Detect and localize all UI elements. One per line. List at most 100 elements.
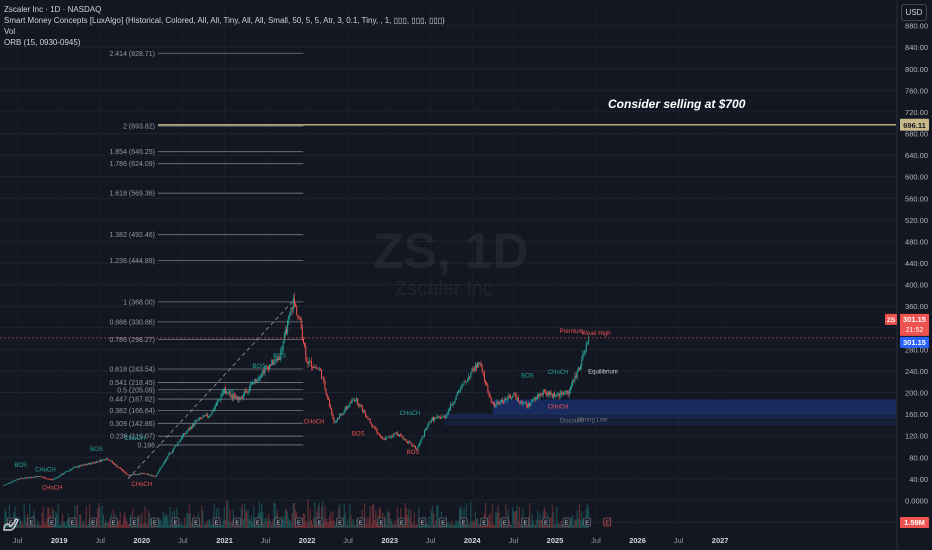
candle-body: [583, 354, 585, 355]
candle-body: [546, 393, 548, 396]
smc-label: CHoCH: [42, 486, 63, 492]
volume-bar: [232, 509, 234, 528]
volume-bar: [431, 506, 434, 528]
candle-body: [571, 384, 573, 387]
volume-bar: [182, 524, 185, 528]
candle-body: [47, 478, 49, 480]
candle-body: [80, 465, 82, 467]
candle-body: [128, 475, 130, 476]
volume-bar: [550, 516, 552, 528]
candle-body: [520, 400, 522, 402]
candle-body: [498, 403, 500, 404]
candle-body: [340, 413, 342, 415]
candle-body: [322, 377, 324, 379]
candle-body: [40, 476, 42, 478]
candle-body: [506, 398, 508, 400]
candle-body: [281, 349, 283, 351]
candle-body: [200, 417, 202, 419]
y-tick-label: 240.00: [905, 367, 928, 376]
candle-body: [315, 366, 317, 368]
candle-body: [428, 421, 430, 424]
volume-bar: [369, 506, 371, 528]
volume-bar: [394, 520, 396, 528]
earnings-marker-label: E: [297, 521, 301, 527]
candle-body: [565, 390, 567, 394]
candle-body: [373, 426, 375, 428]
earnings-marker: [583, 517, 591, 527]
volume-bar: [405, 507, 407, 528]
candle-body: [142, 473, 144, 474]
earnings-marker: [48, 517, 56, 527]
earnings-marker: [27, 517, 36, 527]
volume-bar: [43, 522, 46, 528]
volume-bar: [408, 508, 410, 528]
candle-body: [212, 411, 214, 412]
candle-body: [114, 463, 116, 466]
volume-bar: [365, 524, 367, 528]
volume-bar: [46, 517, 48, 528]
time-axis[interactable]: Jul 2019 Jul 2020 Jul 2021 Jul 2022 Jul 2023 Jul 20…: [13, 536, 729, 545]
fib-level-label: 0.382 (166.64): [109, 408, 155, 415]
candle-body: [472, 368, 474, 371]
candle-body: [461, 385, 463, 389]
volume-bar: [103, 523, 106, 528]
volume-bar: [212, 524, 214, 528]
candle-body: [218, 400, 220, 402]
candle-body: [489, 394, 491, 398]
volume-bar: [190, 522, 193, 528]
candle-body: [442, 416, 444, 418]
candle-body: [180, 438, 182, 440]
volume-bar: [328, 516, 331, 528]
volume-bar: [532, 520, 534, 528]
candle-body: [382, 437, 384, 440]
volume-bar: [170, 524, 172, 528]
volume-bar: [161, 524, 163, 528]
candle-body: [210, 415, 212, 417]
price-axis[interactable]: −40.000.000040.0080.00120.00160.00200.00…: [885, 0, 929, 550]
volume-bar: [324, 506, 326, 528]
orb-indicator-legend[interactable]: ORB (15, 0930-0945): [4, 38, 81, 47]
volume-bar: [270, 521, 272, 528]
volume-bar: [512, 507, 514, 528]
volume-bar: [458, 508, 461, 528]
candle-body: [383, 438, 385, 440]
candle-body: [219, 399, 221, 401]
candle-body: [497, 401, 499, 404]
earnings-marker: [562, 517, 571, 527]
volume-bar: [63, 522, 65, 528]
volume-bar: [307, 499, 309, 528]
candle-body: [370, 422, 372, 425]
x-tick-label: Jul: [343, 536, 353, 545]
candle-body: [412, 445, 414, 447]
volume-bar: [447, 522, 449, 528]
candle-body: [28, 477, 30, 479]
earnings-marker: [398, 517, 406, 527]
volume-bar: [58, 524, 60, 528]
candle-body: [566, 390, 568, 393]
candle-body: [250, 383, 252, 385]
candle-body: [297, 315, 299, 317]
candle-body: [232, 395, 234, 399]
candle-body: [435, 417, 437, 419]
candle-body: [233, 395, 235, 397]
volume-indicator-legend[interactable]: Vol: [4, 27, 16, 36]
volume-bar: [265, 517, 267, 528]
candle-body: [364, 410, 366, 413]
candle-body: [192, 423, 194, 429]
currency-button[interactable]: USD: [901, 4, 927, 21]
volume-bar: [146, 524, 148, 528]
candle-body: [344, 407, 346, 412]
candle-body: [244, 390, 246, 395]
y-tick-label: 560.00: [905, 194, 928, 203]
volume-bar: [396, 506, 398, 528]
smc-indicator-legend[interactable]: Smart Money Concepts [LuxAlgo] (Historic…: [4, 16, 445, 25]
candle-body: [516, 397, 518, 400]
volume-bar: [181, 524, 184, 528]
candle-body: [193, 423, 195, 426]
volume-bar: [343, 503, 345, 528]
earnings-marker-label: E: [194, 521, 198, 527]
candle-body: [446, 414, 448, 416]
tradingview-logo-icon[interactable]: [2, 514, 22, 534]
candle-body: [341, 413, 343, 415]
